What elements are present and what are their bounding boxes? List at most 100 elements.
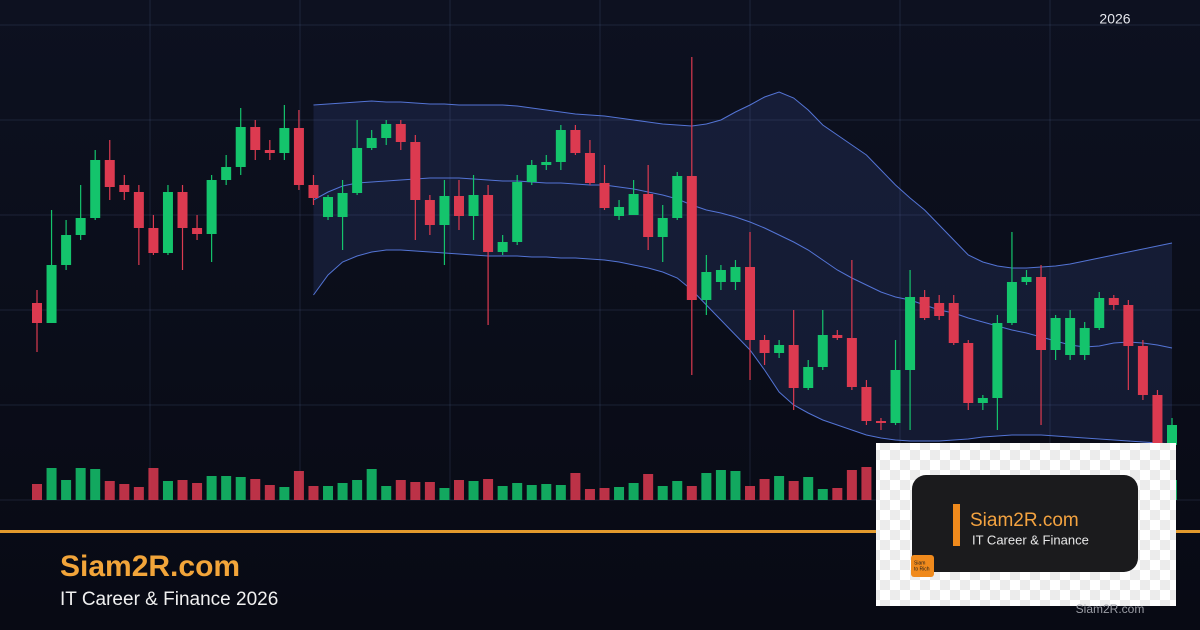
thumbnail-icon xyxy=(911,555,934,577)
candle-body xyxy=(686,176,697,300)
candle-body xyxy=(352,148,363,193)
candle-body xyxy=(46,265,57,323)
candle-body xyxy=(948,303,959,343)
candle-body xyxy=(628,194,639,215)
candle-body xyxy=(133,192,144,228)
candle-body xyxy=(206,180,217,234)
volume-bar xyxy=(206,476,217,500)
volume-bar xyxy=(832,488,843,500)
candle-body xyxy=(410,142,421,200)
candle-body xyxy=(177,192,188,228)
volume-bar xyxy=(90,469,101,500)
band-line xyxy=(313,249,1173,445)
candle-body xyxy=(963,343,974,403)
year-label: 2026 xyxy=(1099,11,1130,27)
candle-body xyxy=(90,160,101,218)
volume-bar xyxy=(192,483,203,500)
volume-bar xyxy=(221,476,232,500)
candle-body xyxy=(264,150,275,153)
candle-body xyxy=(672,176,683,218)
volume-bar xyxy=(759,479,770,500)
candle-body xyxy=(1137,346,1148,395)
volume-bar xyxy=(424,482,435,500)
candle-body xyxy=(875,421,886,423)
candle-body xyxy=(774,345,785,353)
candle-body xyxy=(701,272,712,300)
thumbnail-tagline: IT Career & Finance xyxy=(972,532,1089,547)
thumbnail: Siam2R.com IT Career & Finance Siam to R… xyxy=(876,443,1176,616)
volume-bar xyxy=(803,477,814,500)
candle-body xyxy=(803,367,814,388)
candle-body xyxy=(221,167,232,180)
volume-bar xyxy=(162,481,173,500)
candle-body xyxy=(759,340,770,353)
volume-bar xyxy=(555,485,566,500)
candle-body xyxy=(104,160,115,187)
volume-bar xyxy=(61,480,72,500)
candle-body xyxy=(643,194,654,237)
candle-body xyxy=(541,162,552,165)
candle-body xyxy=(308,185,319,198)
volume-bar xyxy=(643,474,654,500)
volume-bar xyxy=(177,480,188,500)
volume-bar xyxy=(104,481,115,500)
candle-body xyxy=(1065,318,1076,355)
brand: Siam2R.com xyxy=(60,550,240,583)
candle-body xyxy=(497,242,508,252)
candle-body xyxy=(584,153,595,183)
candle-body xyxy=(395,124,406,142)
candle-body xyxy=(337,193,348,217)
volume-bar xyxy=(337,483,348,500)
candle-body xyxy=(846,338,857,387)
candle-body xyxy=(599,183,610,208)
volume-bar xyxy=(381,486,392,500)
band-line xyxy=(313,91,1173,269)
candle-body xyxy=(992,323,1003,398)
candle-body xyxy=(715,270,726,282)
candle-body xyxy=(279,128,290,153)
volume-bar xyxy=(614,487,625,500)
volume-bar xyxy=(701,473,712,500)
candle-body xyxy=(32,303,42,323)
volume-bar xyxy=(235,477,246,500)
candle-body xyxy=(570,130,581,153)
candle-body xyxy=(468,195,479,216)
volume-bar xyxy=(293,471,304,500)
volume-bar xyxy=(599,488,610,500)
candle-body xyxy=(323,197,334,217)
band-line xyxy=(313,177,1173,349)
candle-body xyxy=(657,218,668,237)
volume-bar xyxy=(730,471,741,500)
candle-body xyxy=(1094,298,1105,328)
volume-bar xyxy=(366,469,377,500)
candle-body xyxy=(61,235,72,265)
thumbnail-icon-text: to Rich xyxy=(914,566,930,572)
candle-body xyxy=(1108,298,1119,305)
volume-bar xyxy=(861,467,872,500)
volume-bar xyxy=(410,482,421,500)
volume-bar xyxy=(279,487,290,500)
candle-body xyxy=(483,195,494,252)
volume-bar xyxy=(526,485,537,500)
thumbnail-caption: Siam2R.com xyxy=(1076,602,1145,616)
candle-body xyxy=(235,127,246,167)
volume-bar xyxy=(468,481,479,500)
volume-bar xyxy=(672,481,683,500)
volume-bar xyxy=(250,479,261,500)
volume-bar xyxy=(119,484,130,500)
volume-bar xyxy=(817,489,828,500)
candle-body xyxy=(788,345,799,388)
candle-body xyxy=(366,138,377,148)
candle-body xyxy=(192,228,203,234)
volume-bar xyxy=(439,488,450,500)
tagline: IT Career & Finance 2026 xyxy=(60,589,278,610)
candle-body xyxy=(934,303,945,316)
volume-bar xyxy=(512,483,523,500)
volume-bar xyxy=(32,484,42,500)
candle-body xyxy=(817,335,828,367)
volume-bar xyxy=(541,484,552,500)
volume-bar xyxy=(323,486,334,500)
candle-body xyxy=(1123,305,1134,346)
